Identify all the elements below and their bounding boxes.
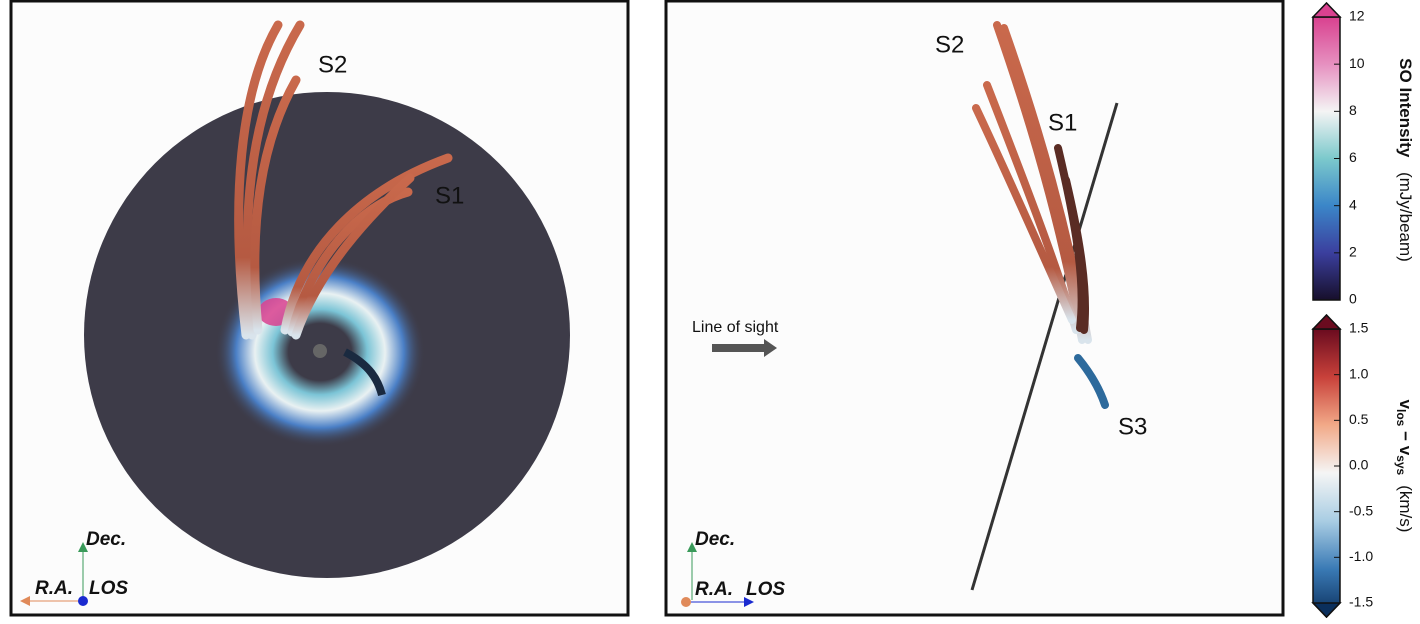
tick-label: 2	[1349, 244, 1357, 260]
streamer-label: S1	[435, 182, 464, 209]
axis-label: Dec.	[695, 529, 735, 550]
tick-label: 0	[1349, 291, 1357, 307]
colorbar-extension	[1311, 313, 1342, 330]
streamer-label: S1	[1048, 109, 1077, 136]
colorbar-title-main: SO Intensity	[1396, 58, 1415, 158]
colorbar-unit: (km/s)	[1396, 485, 1415, 532]
title-op: −	[1396, 426, 1415, 445]
axis-label: LOS	[746, 579, 785, 600]
axis-arrow	[20, 596, 30, 606]
streamer-label: S2	[935, 31, 964, 58]
streamer-label: S3	[1118, 413, 1147, 440]
tick-label: 6	[1349, 149, 1357, 165]
tick-label: 1.0	[1349, 365, 1369, 381]
panel-frame	[664, 0, 1285, 617]
tick-label: 8	[1349, 102, 1357, 118]
axis-dot	[681, 597, 691, 607]
right-panel: S2 S1 S3 Line of sight Dec. R.A. LOS	[664, 0, 1285, 617]
colorbar-extension	[1311, 602, 1342, 619]
streamers	[234, 20, 453, 340]
axis-arrow	[744, 597, 754, 607]
title-var: v	[1396, 446, 1415, 456]
tick-label: -0.5	[1349, 502, 1373, 518]
colorbar-unit: (mJy/beam)	[1396, 172, 1415, 262]
title-var: v	[1396, 400, 1415, 410]
title-sub: los	[1394, 409, 1408, 427]
tick-label: 0.5	[1349, 411, 1369, 427]
star	[313, 344, 327, 358]
axis-arrow	[687, 542, 697, 552]
streamers	[1054, 144, 1090, 334]
colorbar-title: vlos − vsys(km/s)	[1394, 400, 1415, 533]
streamer-label: S2	[318, 51, 347, 78]
axis-label: R.A.	[695, 579, 733, 600]
colorbar-extension	[1311, 1, 1342, 18]
colorbar	[1312, 328, 1341, 619]
tick-label: -1.5	[1349, 594, 1373, 610]
axis-label: LOS	[89, 578, 128, 599]
tick-label: 0.0	[1349, 457, 1369, 473]
arrow-label: Line of sight	[692, 319, 779, 336]
streamer-s3	[1074, 354, 1109, 409]
disk-edge	[970, 102, 1119, 591]
tick-label: 4	[1349, 196, 1357, 212]
tick-label: 12	[1349, 8, 1365, 24]
axis-label: Dec.	[86, 529, 126, 550]
left-panel: S2 S1 Dec. R.A. LOS	[9, 0, 630, 617]
streamer-s3	[343, 348, 386, 397]
axis-arrow	[78, 542, 88, 552]
axis-label: R.A.	[35, 578, 73, 599]
title-sub: sys	[1394, 455, 1408, 475]
tick-label: 1.5	[1349, 320, 1369, 336]
tick-label: -1.0	[1349, 548, 1373, 564]
colorbar-title: SO Intensity (mJy/beam)	[1396, 58, 1415, 262]
tick-label: 10	[1349, 55, 1365, 71]
los-arrow	[712, 339, 777, 357]
axis-dot	[78, 596, 88, 606]
